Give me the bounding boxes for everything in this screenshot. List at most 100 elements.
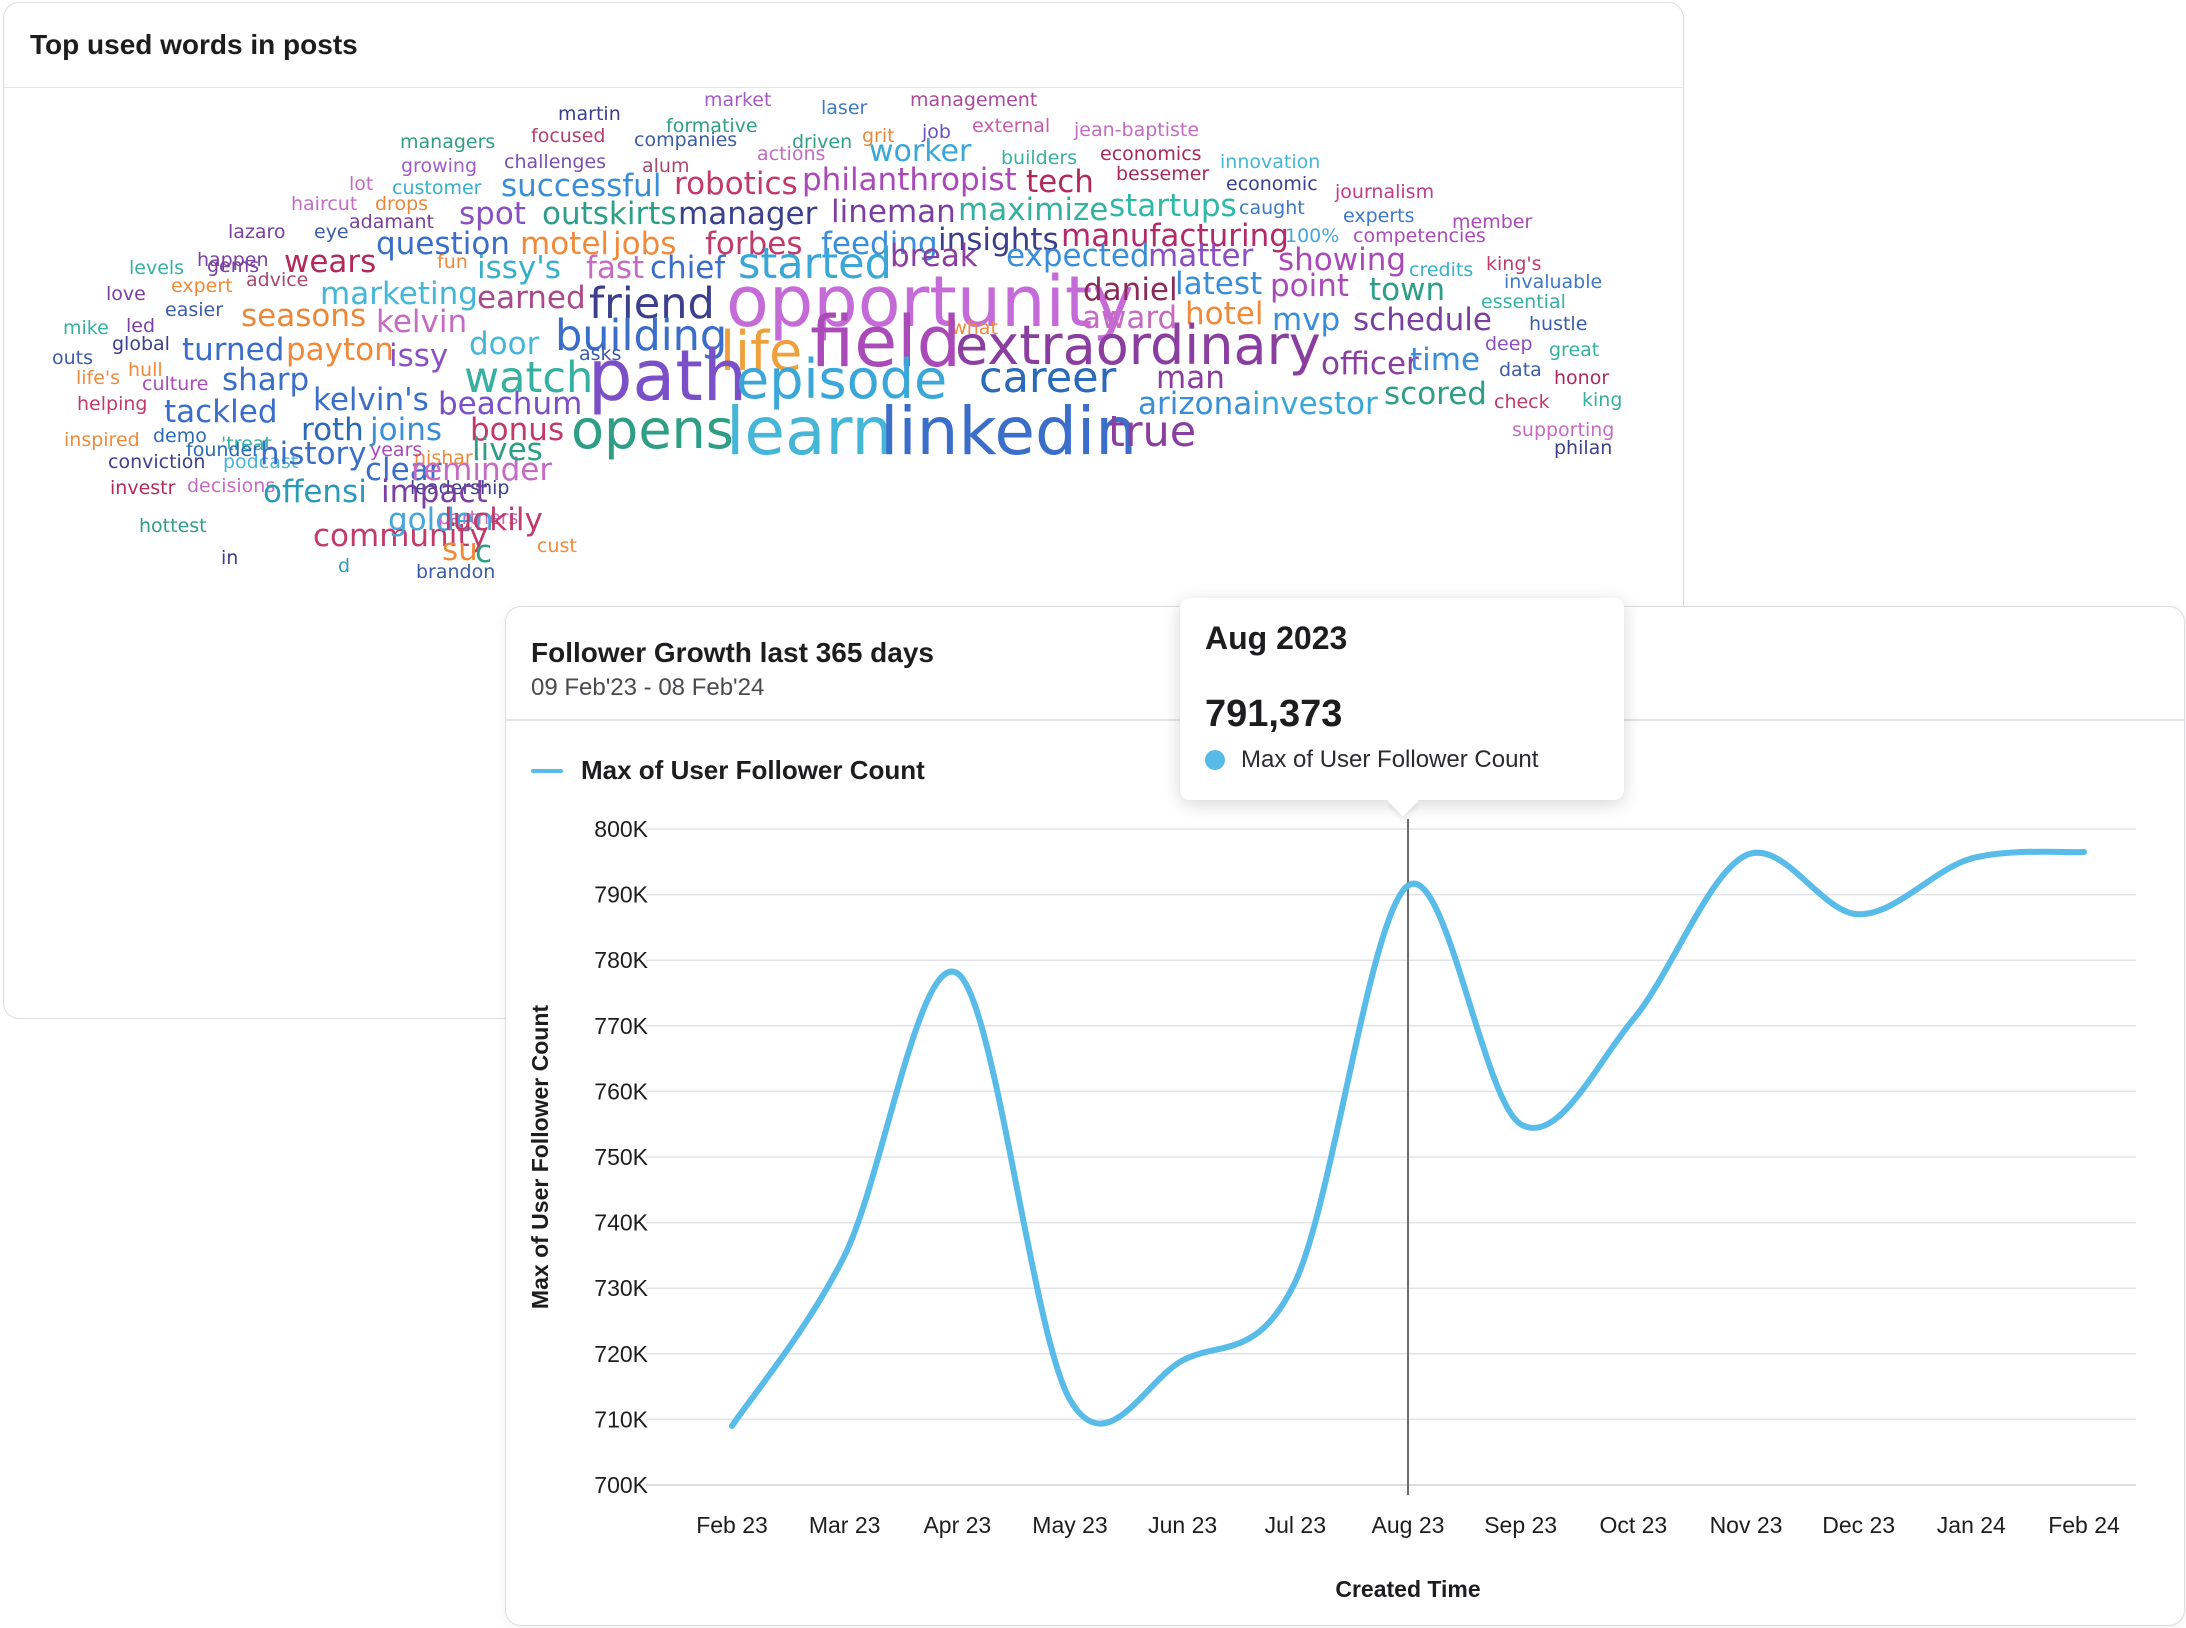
cloud-word[interactable]: customer [392, 177, 482, 199]
cloud-word[interactable]: mvp [1272, 302, 1341, 338]
cloud-word[interactable]: arizona [1138, 386, 1253, 422]
cloud-word[interactable]: inspired [64, 429, 140, 451]
cloud-word[interactable]: luckily [444, 502, 543, 538]
cloud-word[interactable]: matter [1148, 238, 1254, 274]
data-point[interactable] [1066, 1396, 1074, 1404]
cloud-word[interactable]: in [221, 547, 239, 569]
cloud-word[interactable]: culture [142, 373, 209, 395]
cloud-word[interactable]: community [313, 518, 488, 554]
cloud-word[interactable]: drops [375, 193, 429, 215]
cloud-word[interactable]: jobs [613, 226, 677, 262]
cloud-word[interactable]: partners [438, 507, 519, 529]
cloud-word[interactable]: kelvin's [313, 382, 429, 418]
cloud-word[interactable]: joins [370, 412, 442, 448]
cloud-word[interactable]: challenges [504, 151, 607, 173]
cloud-word[interactable]: path [588, 335, 748, 417]
cloud-word[interactable]: formative [666, 115, 758, 137]
cloud-word[interactable]: invaluable [1504, 271, 1603, 293]
data-point[interactable] [1517, 1120, 1525, 1128]
cloud-word[interactable]: motel [520, 226, 610, 262]
cloud-word[interactable]: economic [1226, 173, 1318, 195]
cloud-word[interactable]: asks [579, 343, 622, 365]
cloud-word[interactable]: focused [531, 125, 606, 147]
cloud-word[interactable]: lazaro [228, 221, 286, 243]
cloud-word[interactable]: town [1369, 272, 1446, 308]
cloud-word[interactable]: life [720, 320, 803, 383]
cloud-word[interactable]: roth [301, 412, 364, 448]
cloud-word[interactable]: daniel [1083, 272, 1178, 308]
cloud-word[interactable]: sharp [222, 362, 310, 398]
cloud-word[interactable]: honor [1554, 367, 1610, 389]
cloud-word[interactable]: experts [1343, 205, 1415, 227]
cloud-word[interactable]: haircut [291, 193, 358, 215]
cloud-word[interactable]: man [1156, 360, 1225, 396]
data-point[interactable] [1967, 855, 1975, 863]
cloud-word[interactable]: jean-baptiste [1074, 119, 1200, 141]
cloud-word[interactable]: market [704, 89, 772, 111]
cloud-word[interactable]: chief [650, 250, 726, 286]
cloud-word[interactable]: offensi [263, 474, 367, 510]
cloud-word[interactable]: tech [1026, 164, 1094, 200]
cloud-word[interactable]: su [442, 532, 478, 568]
cloud-word[interactable]: years [370, 439, 423, 461]
cloud-word[interactable]: outs [52, 347, 94, 369]
cloud-word[interactable]: deep [1485, 333, 1533, 355]
cloud-word[interactable]: learn [726, 393, 894, 470]
cloud-word[interactable]: issy [389, 338, 449, 374]
data-point[interactable] [1855, 910, 1863, 918]
cloud-word[interactable]: martin [558, 103, 621, 125]
cloud-word[interactable]: hottest [139, 515, 207, 537]
cloud-word[interactable]: helping [77, 393, 148, 415]
cloud-word[interactable]: job [922, 121, 951, 143]
cloud-word[interactable]: demo [153, 425, 207, 447]
cloud-word[interactable]: forbes [705, 226, 803, 262]
cloud-word[interactable]: economics [1100, 143, 1202, 165]
cloud-word[interactable]: hustle [1529, 313, 1588, 335]
cloud-word[interactable]: marketing [320, 276, 478, 312]
cloud-word[interactable]: managers [400, 131, 496, 153]
cloud-word[interactable]: expert [171, 275, 233, 297]
data-point[interactable] [1404, 882, 1412, 890]
cloud-word[interactable]: leadership [410, 477, 510, 499]
cloud-word[interactable]: led [126, 315, 156, 337]
cloud-word[interactable]: growing [401, 155, 477, 177]
cloud-word[interactable]: lot [349, 173, 374, 195]
cloud-word[interactable]: field [810, 301, 962, 383]
cloud-word[interactable]: bessemer [1116, 163, 1210, 185]
cloud-word[interactable]: tackled [164, 394, 278, 430]
cloud-word[interactable]: kelvin [376, 304, 468, 340]
cloud-word[interactable]: d [338, 555, 351, 577]
cloud-word[interactable]: conviction [108, 451, 206, 473]
cloud-word[interactable]: king's [1486, 253, 1542, 275]
cloud-word[interactable]: hull [128, 359, 163, 381]
cloud-word[interactable]: golden [388, 502, 494, 538]
cloud-word[interactable]: reminder [411, 452, 553, 488]
cloud-word[interactable]: decisions [187, 475, 276, 497]
cloud-word[interactable]: question [376, 226, 510, 262]
data-point[interactable] [841, 1251, 849, 1259]
cloud-word[interactable]: watch [464, 353, 594, 403]
cloud-word[interactable]: check [1494, 391, 1550, 413]
cloud-word[interactable]: insights [938, 222, 1059, 258]
cloud-word[interactable]: award [1082, 300, 1178, 336]
cloud-word[interactable]: global [112, 333, 170, 355]
cloud-word[interactable]: 'treat [221, 433, 272, 455]
cloud-word[interactable]: essential [1481, 291, 1566, 313]
cloud-word[interactable]: brandon [416, 561, 496, 583]
cloud-word[interactable]: mike [63, 317, 109, 339]
cloud-word[interactable]: manufacturing [1061, 218, 1289, 254]
cloud-word[interactable]: beachum [438, 386, 583, 422]
line-chart[interactable]: 700K 710K 720K 730K 740K 750K 760K 770K 780K 790K… [506, 607, 2185, 1626]
cloud-word[interactable]: successful [501, 168, 662, 204]
cloud-word[interactable]: love [106, 283, 146, 305]
cloud-word[interactable]: wears [284, 244, 377, 280]
cloud-word[interactable]: scored [1384, 376, 1487, 412]
cloud-word[interactable]: advice [246, 269, 309, 291]
cloud-word[interactable]: 'what [946, 317, 998, 339]
cloud-word[interactable]: companies [634, 129, 738, 151]
cloud-word[interactable]: laser [821, 97, 868, 119]
cloud-word[interactable]: earned [477, 280, 586, 316]
cloud-word[interactable]: door [469, 326, 540, 362]
cloud-word[interactable]: episode [736, 348, 948, 411]
data-point[interactable] [728, 1422, 736, 1430]
